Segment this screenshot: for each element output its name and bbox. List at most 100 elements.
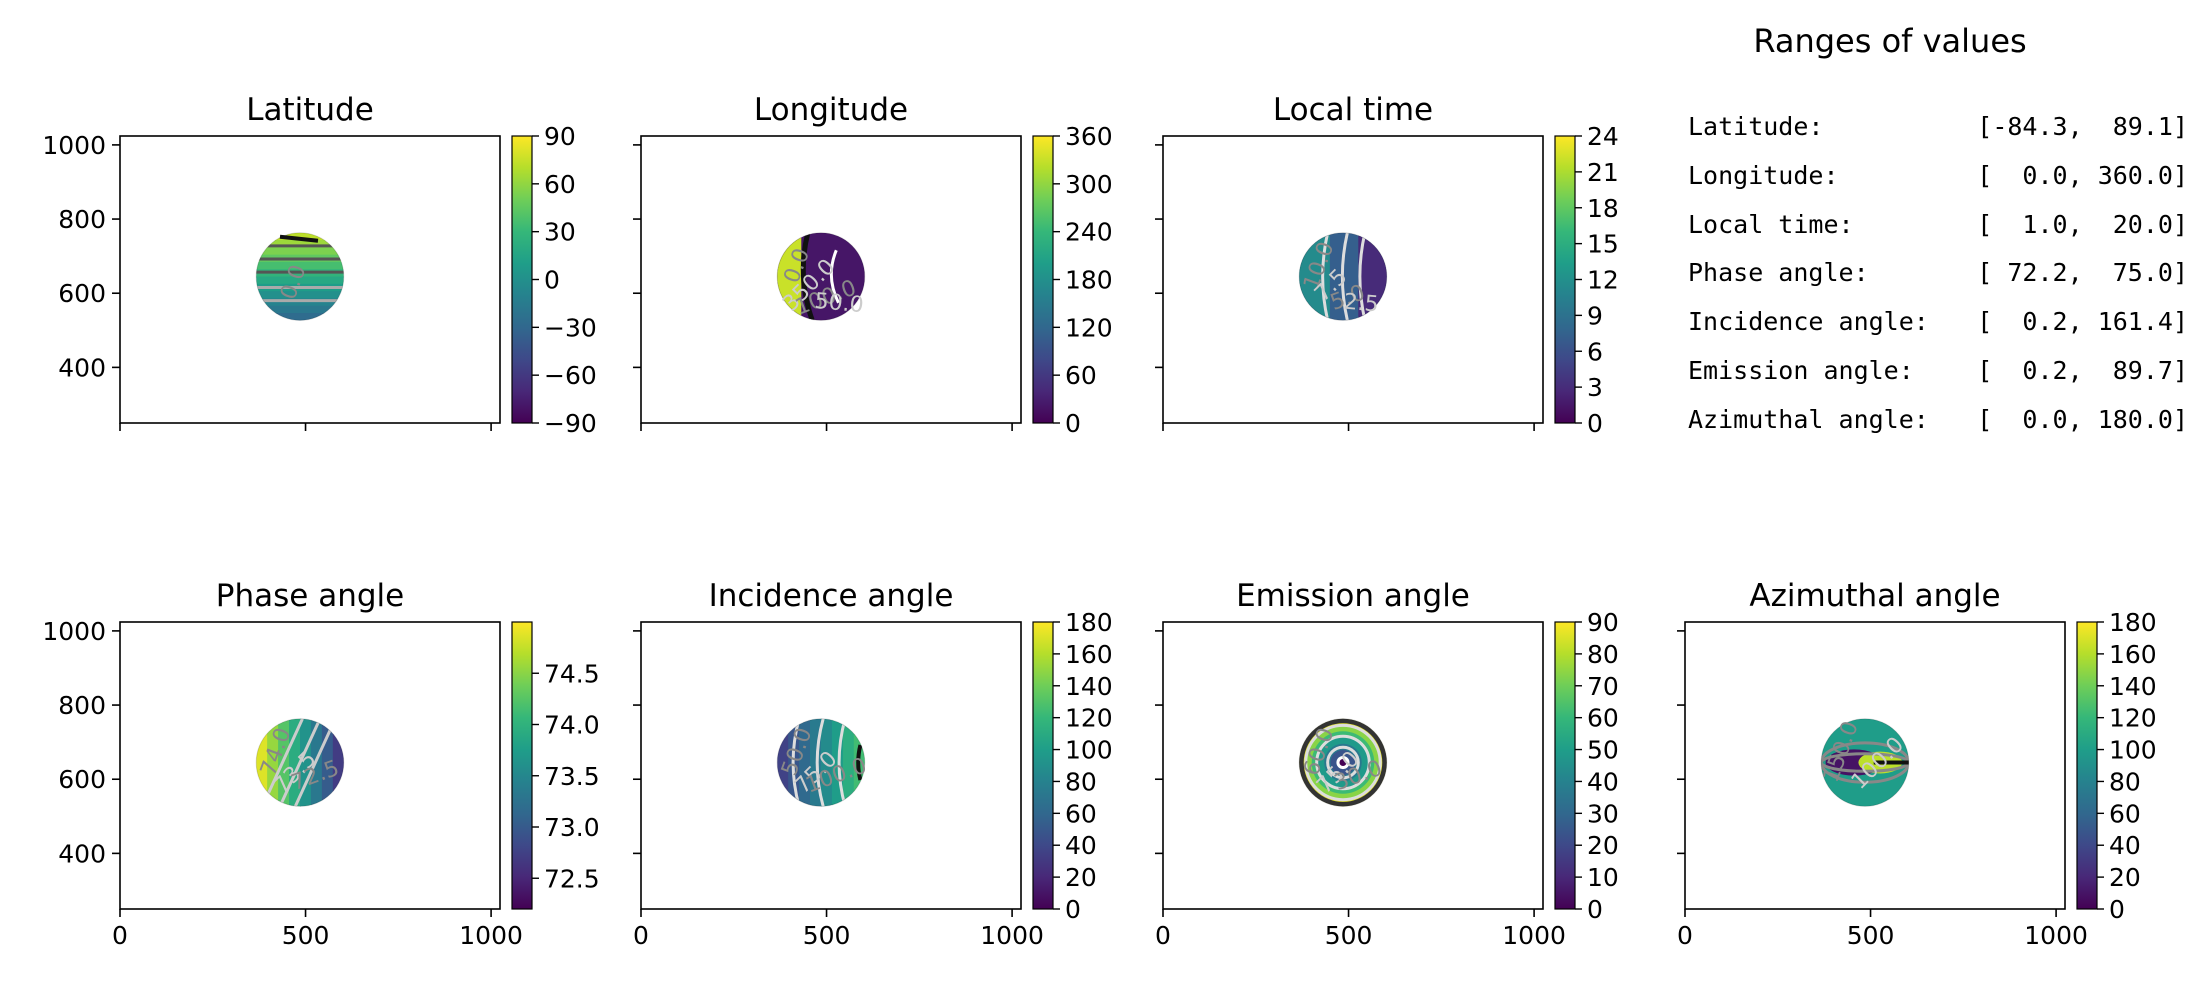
x-tick-label: 500 [1847, 921, 1895, 950]
colorbar-tick-label: 180 [2109, 608, 2157, 637]
colorbar-tick-label: 20 [2109, 863, 2141, 892]
range-value: [ 1.0, 20.0] [1977, 210, 2188, 239]
colorbar-tick-label: 0 [1587, 409, 1603, 438]
range-value: [-84.3, 89.1] [1977, 112, 2188, 141]
colorbar [1554, 135, 1576, 424]
planet-disk [1299, 718, 1387, 807]
y-tick-label: 400 [58, 353, 106, 382]
colorbar-tick-label: 0 [1065, 895, 1081, 924]
colorbar-tick-label: 74.5 [544, 659, 600, 688]
planet-disk [256, 718, 344, 807]
panels-group: Latitude0.04006008001000−90−60−300306090… [42, 92, 2156, 950]
x-tick-label: 0 [1677, 921, 1693, 950]
range-value: [ 0.2, 89.7] [1977, 356, 2188, 385]
colorbar-tick-label: 80 [1065, 767, 1097, 796]
lat-band [256, 247, 344, 256]
phase-band [267, 718, 280, 807]
x-tick-label: 1000 [459, 921, 523, 950]
x-tick-label: 500 [803, 921, 851, 950]
colorbar-tick-label: 30 [1587, 799, 1619, 828]
colorbar-tick-label: 300 [1065, 170, 1113, 199]
colorbar-tick-label: 60 [1587, 704, 1619, 733]
colorbar-tick-label: 60 [1065, 799, 1097, 828]
colorbar-tick-label: 50 [1587, 736, 1619, 765]
x-tick-label: 1000 [980, 921, 1044, 950]
y-tick-label: 600 [58, 279, 106, 308]
colorbar-tick-label: 0 [2109, 895, 2125, 924]
axes-frame [1684, 621, 2066, 910]
axes-frame [119, 135, 501, 424]
panel-lon: Longitude0.0350.0100.050.006012018024030… [633, 92, 1113, 438]
range-row-emission-angle: Emission angle: [ 0.2, 89.7] [1688, 356, 2188, 396]
planet-disk [777, 718, 865, 807]
lat-band [256, 261, 344, 271]
colorbar-tick-label: 73.0 [544, 813, 600, 842]
colorbar-tick-label: 140 [1065, 672, 1113, 701]
panel-title: Incidence angle [709, 578, 954, 614]
contour-line [829, 249, 840, 304]
colorbar-tick-label: 21 [1587, 158, 1619, 187]
colorbar-tick-label: 0 [544, 266, 560, 295]
axes-frame [640, 621, 1022, 910]
colorbar-tick-label: −90 [544, 409, 597, 438]
colorbar-tick-label: 160 [1065, 640, 1113, 669]
colorbar-tick-label: 15 [1587, 230, 1619, 259]
x-tick-label: 0 [1155, 921, 1171, 950]
colorbar [1554, 621, 1576, 910]
panel-title: Phase angle [216, 578, 404, 614]
colorbar-tick-label: 10 [1587, 863, 1619, 892]
colorbar-tick-label: 160 [2109, 640, 2157, 669]
x-tick-label: 500 [1325, 921, 1373, 950]
range-label: Phase angle: [1688, 258, 1869, 287]
colorbar-tick-label: 80 [2109, 767, 2141, 796]
colorbar [2076, 621, 2098, 910]
lat-band [256, 313, 344, 321]
range-label: Local time: [1688, 210, 1854, 239]
contour-line [1304, 723, 1382, 802]
colorbar-tick-label: 100 [1065, 736, 1113, 765]
colorbar-tick-label: 60 [2109, 799, 2141, 828]
disk-outline [1298, 718, 1388, 807]
colorbar-tick-label: 0 [1587, 895, 1603, 924]
range-label: Latitude: [1688, 112, 1824, 141]
ranges-title: Ranges of values [1753, 22, 2027, 60]
colorbar-tick-label: 40 [1587, 767, 1619, 796]
y-tick-label: 1000 [42, 131, 106, 160]
contour-line [791, 718, 801, 807]
contour-line [1340, 232, 1349, 321]
colorbar [511, 135, 533, 424]
contour-line [837, 718, 847, 807]
lat-band [256, 240, 344, 249]
range-row-phase-angle: Phase angle: [ 72.2, 75.0] [1688, 258, 2188, 298]
planet-disk [777, 232, 865, 321]
colorbar-tick-label: 0 [1065, 409, 1081, 438]
colorbar-tick-label: 40 [1065, 831, 1097, 860]
disk-outline [255, 718, 345, 807]
colorbar-tick-label: −30 [544, 313, 597, 342]
contour-line [800, 232, 815, 321]
colorbar-tick-label: 74.0 [544, 711, 600, 740]
axes-frame [119, 621, 501, 910]
colorbar-tick-label: 120 [2109, 704, 2157, 733]
contour-line [278, 718, 322, 807]
colorbar-tick-label: 40 [2109, 831, 2141, 860]
range-label: Longitude: [1688, 161, 1839, 190]
inc-band [842, 718, 855, 807]
colorbar-tick-label: 80 [1587, 640, 1619, 669]
range-label: Azimuthal angle: [1688, 405, 1929, 434]
inc-band [799, 718, 812, 807]
colorbar-tick-label: 3 [1587, 373, 1603, 402]
colorbar-tick-label: 100 [2109, 736, 2157, 765]
inc-band [777, 718, 790, 807]
colorbar-tick-label: 90 [1587, 608, 1619, 637]
colorbar-tick-label: 90 [544, 122, 576, 151]
axes-frame [640, 135, 1022, 424]
y-tick-label: 400 [58, 839, 106, 868]
axes-frame [1162, 135, 1544, 424]
colorbar [1032, 621, 1054, 910]
panel-title: Azimuthal angle [1749, 578, 2000, 614]
contour-line [1299, 718, 1387, 807]
y-tick-label: 800 [58, 205, 106, 234]
